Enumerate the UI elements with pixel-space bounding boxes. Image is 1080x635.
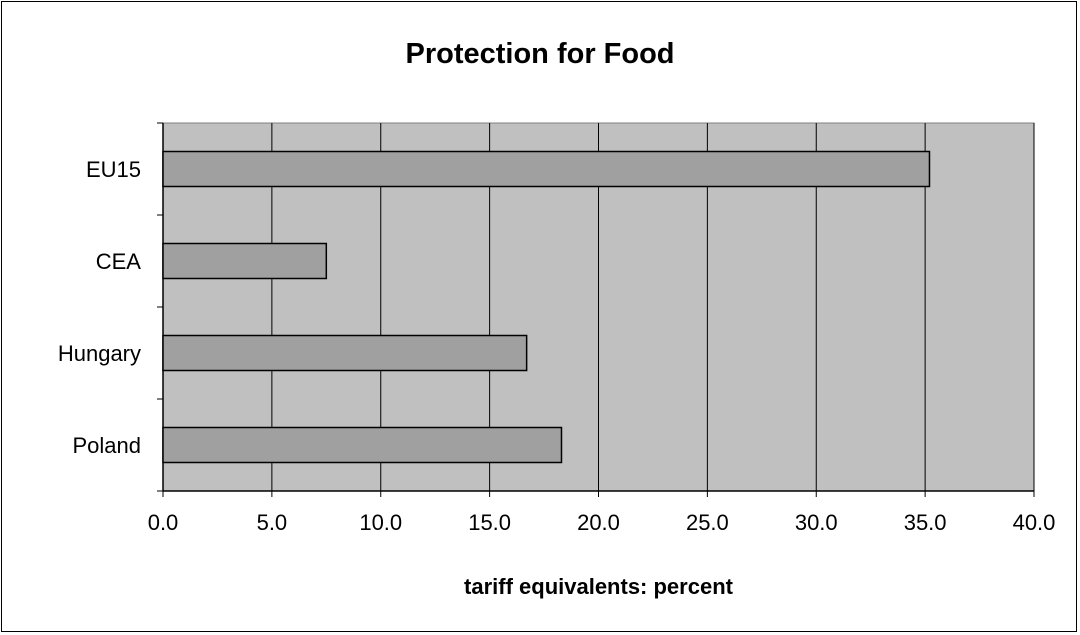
x-tick-label: 35.0 <box>904 510 947 535</box>
y-category-label: EU15 <box>86 157 141 182</box>
chart-title: Protection for Food <box>405 38 675 70</box>
x-tick-label: 5.0 <box>257 510 288 535</box>
x-axis-label: tariff equivalents: percent <box>464 574 733 599</box>
bar-hungary <box>162 334 528 372</box>
bar-eu15 <box>162 150 931 188</box>
x-tick-label: 15.0 <box>468 510 511 535</box>
x-tick-label: 0.0 <box>148 510 179 535</box>
x-tick-label: 10.0 <box>359 510 402 535</box>
x-tick-label: 25.0 <box>686 510 729 535</box>
bar-poland <box>162 426 563 464</box>
y-category-label: CEA <box>96 249 142 274</box>
x-tick-label: 20.0 <box>577 510 620 535</box>
x-tick-label: 30.0 <box>795 510 838 535</box>
x-tick-label: 40.0 <box>1013 510 1056 535</box>
bar-cea <box>162 242 328 280</box>
y-category-label: Poland <box>72 433 141 458</box>
y-category-label: Hungary <box>58 341 141 366</box>
